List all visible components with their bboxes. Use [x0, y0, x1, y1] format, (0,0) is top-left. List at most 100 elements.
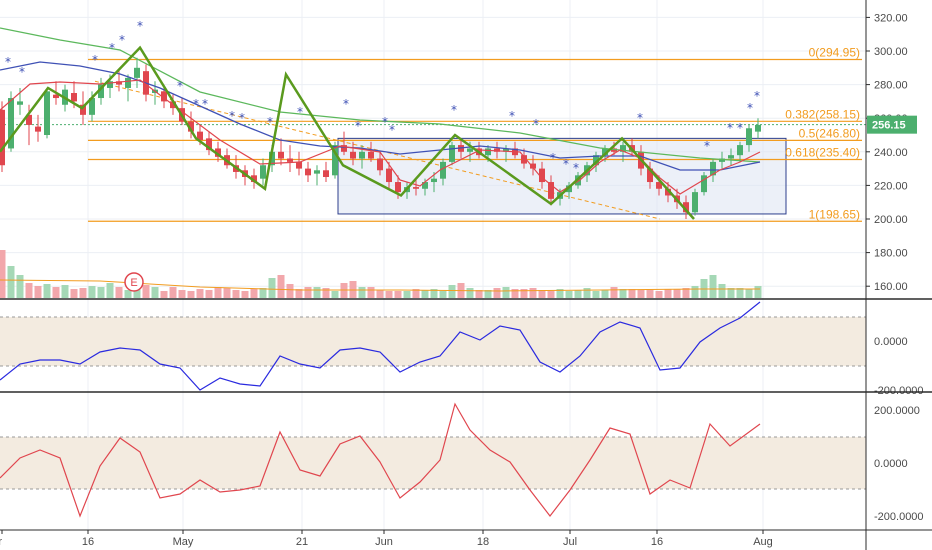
moving-average-fast: [0, 79, 761, 195]
volume-bar: [124, 290, 132, 298]
volume-bar: [745, 289, 753, 298]
candle-up: [593, 155, 599, 166]
candle-down: [287, 158, 293, 162]
price-tick-label: 160.00: [874, 281, 908, 293]
candle-down: [548, 182, 554, 199]
volume-bar: [727, 288, 735, 298]
volume-bar: [196, 289, 204, 298]
volume-bar: [313, 287, 321, 298]
volume-bar: [88, 286, 96, 298]
date-label: or: [0, 536, 2, 548]
signal-star-icon: *: [92, 53, 98, 67]
volume-bar: [565, 291, 573, 298]
signal-star-icon: *: [550, 151, 556, 165]
signal-star-icon: *: [343, 97, 349, 111]
volume-bar: [25, 283, 33, 298]
osc1-tick-label: 0.0000: [874, 336, 908, 348]
volume-bar: [628, 289, 636, 298]
volume-bar: [583, 288, 591, 298]
candle-up: [422, 182, 428, 189]
candle-up: [449, 145, 455, 162]
candle-down: [305, 168, 311, 176]
candle-up: [431, 178, 437, 183]
candle-up: [314, 170, 320, 174]
signal-star-icon: *: [382, 115, 388, 129]
candle-down: [683, 202, 689, 213]
signal-star-icon: *: [193, 97, 199, 111]
volume-bar: [439, 291, 447, 298]
fib-level-label: 1(198.65): [809, 207, 860, 221]
volume-bar: [34, 286, 42, 298]
volume-bar: [358, 287, 366, 298]
candle-up: [440, 161, 446, 179]
volume-bar: [295, 289, 303, 298]
moving-average-mid: [0, 61, 761, 171]
volume-bar: [250, 289, 258, 298]
volume-layer: E: [0, 250, 762, 298]
price-tick-label: 320.00: [874, 12, 908, 24]
volume-bar: [187, 291, 195, 298]
volume-bar: [637, 290, 645, 298]
volume-bar: [142, 285, 150, 298]
volume-bar: [700, 279, 708, 298]
volume-bar: [7, 266, 15, 298]
date-label: 16: [651, 536, 663, 548]
candle-up: [728, 155, 734, 159]
volume-bar: [385, 291, 393, 298]
candle-down: [386, 168, 392, 183]
candle-down: [539, 168, 545, 183]
candle-down: [197, 131, 203, 141]
fib-layer: 0(294.95) 0.382(258.15) 0.5(246.80) 0.618(2…: [0, 45, 866, 222]
candle-up: [701, 175, 707, 193]
volume-bar: [484, 290, 492, 298]
date-label: Jul: [563, 536, 577, 548]
candle-up: [17, 101, 23, 105]
candle-down: [161, 91, 167, 102]
volume-bar: [421, 290, 429, 298]
signal-star-icon: *: [177, 79, 183, 93]
candle-down: [611, 148, 617, 152]
fib-level-label: 0.618(235.40): [785, 146, 860, 160]
volume-bar: [232, 290, 240, 298]
volume-bar: [115, 287, 123, 298]
candle-up: [269, 151, 275, 166]
volume-bar: [268, 278, 276, 298]
candle-up: [98, 84, 104, 99]
volume-bar: [466, 288, 474, 298]
candle-down: [368, 151, 374, 159]
volume-bar: [106, 283, 114, 298]
candle-down: [278, 151, 284, 159]
signal-star-icon: *: [754, 89, 760, 103]
signal-star-icon: *: [5, 55, 11, 69]
signal-star-icon: *: [563, 157, 569, 171]
candle-up: [737, 145, 743, 156]
candle-down: [215, 148, 221, 157]
candle-up: [467, 148, 473, 152]
date-label: 21: [296, 536, 308, 548]
volume-bar: [52, 287, 60, 298]
volume-bar: [403, 291, 411, 298]
signal-star-icon: *: [297, 105, 303, 119]
candle-down: [656, 182, 662, 189]
candle-down: [323, 170, 329, 177]
volume-ma-line: [0, 279, 760, 292]
candle-up: [692, 192, 698, 213]
consolidation-box: [337, 137, 787, 215]
price-tick-label: 240.00: [874, 147, 908, 159]
volume-bar: [394, 291, 402, 298]
candle-down: [188, 121, 194, 132]
candle-down: [530, 163, 536, 169]
candle-up: [602, 148, 608, 156]
volume-bar: [70, 289, 78, 298]
volume-bar: [475, 290, 483, 298]
overlay-layer: ******** ** * **** *** *** * **** ***: [0, 19, 761, 220]
volume-bar: [736, 288, 744, 298]
candle-up: [620, 145, 626, 152]
volume-bar: [376, 290, 384, 298]
fib-level-label: 0.5(246.80): [799, 126, 860, 140]
volume-bar: [286, 284, 294, 298]
candle-down: [206, 138, 212, 151]
signal-star-icon: *: [202, 97, 208, 111]
